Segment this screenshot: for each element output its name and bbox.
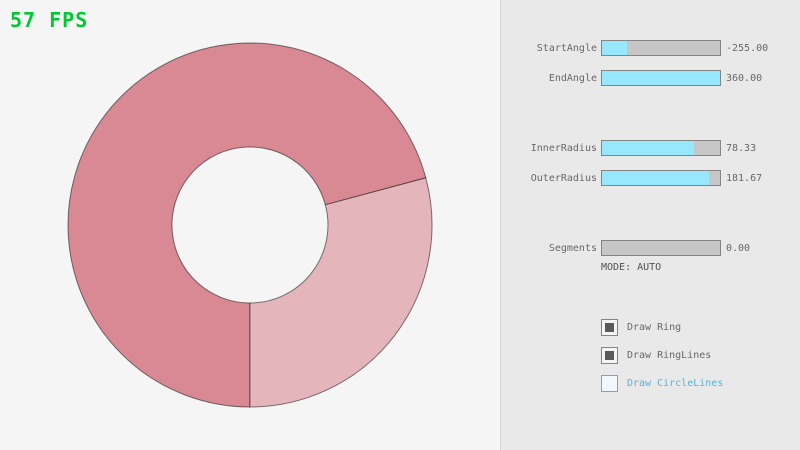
segments-slider-row: Segments 0.00 bbox=[505, 240, 750, 256]
draw-circlelines-checkbox-row: Draw CircleLines bbox=[601, 374, 723, 392]
draw-ring-label: Draw Ring bbox=[627, 321, 682, 333]
controls-panel: StartAngle -255.00 EndAngle 360.00 Inner… bbox=[500, 0, 800, 450]
end-angle-slider-row: EndAngle 360.00 bbox=[505, 70, 762, 86]
end-angle-slider[interactable] bbox=[601, 70, 721, 86]
draw-circlelines-checkbox[interactable] bbox=[601, 374, 618, 392]
outer-radius-slider-fill bbox=[602, 171, 710, 185]
draw-ring-checkbox-row: Draw Ring bbox=[601, 318, 681, 336]
start-angle-value: -255.00 bbox=[726, 42, 769, 54]
outer-radius-value: 181.67 bbox=[726, 172, 763, 184]
draw-ringlines-checkbox[interactable] bbox=[601, 346, 618, 364]
start-angle-slider-row: StartAngle -255.00 bbox=[505, 40, 768, 56]
end-angle-value: 360.00 bbox=[726, 72, 763, 84]
ring-light-segment bbox=[249, 177, 433, 408]
inner-radius-slider-row: InnerRadius 78.33 bbox=[505, 140, 756, 156]
segments-value: 0.00 bbox=[726, 242, 751, 254]
ring-dark-segment bbox=[67, 42, 427, 408]
draw-ring-checkmark bbox=[605, 322, 614, 332]
inner-radius-slider[interactable] bbox=[601, 140, 721, 156]
inner-radius-slider-fill bbox=[602, 141, 695, 155]
outer-radius-slider-row: OuterRadius 181.67 bbox=[505, 170, 762, 186]
segments-slider[interactable] bbox=[601, 240, 721, 256]
segments-mode-label: MODE: AUTO bbox=[601, 262, 662, 273]
end-angle-label: EndAngle bbox=[548, 72, 597, 84]
segments-label: Segments bbox=[548, 242, 597, 254]
draw-ringlines-label: Draw RingLines bbox=[627, 349, 712, 361]
ring-drawing-canvas bbox=[67, 42, 433, 408]
draw-ringlines-checkbox-row: Draw RingLines bbox=[601, 346, 711, 364]
inner-radius-value: 78.33 bbox=[726, 142, 757, 154]
draw-ringlines-checkmark bbox=[605, 350, 614, 360]
draw-ring-checkbox[interactable] bbox=[601, 318, 618, 336]
draw-circlelines-checkmark bbox=[605, 379, 614, 388]
draw-circlelines-label: Draw CircleLines bbox=[627, 377, 724, 389]
fps-counter: 57 FPS bbox=[10, 8, 89, 32]
start-angle-slider[interactable] bbox=[601, 40, 721, 56]
start-angle-label: StartAngle bbox=[536, 42, 597, 54]
end-angle-slider-fill bbox=[602, 71, 720, 85]
outer-radius-label: OuterRadius bbox=[530, 172, 597, 184]
inner-radius-label: InnerRadius bbox=[530, 142, 597, 154]
start-angle-slider-fill bbox=[602, 41, 627, 55]
outer-radius-slider[interactable] bbox=[601, 170, 721, 186]
